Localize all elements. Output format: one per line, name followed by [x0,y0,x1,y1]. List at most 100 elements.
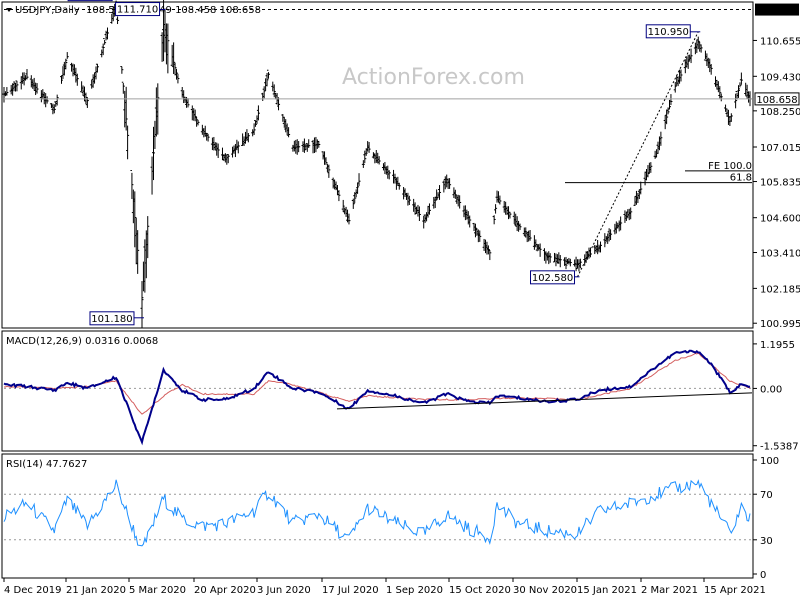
last-price-badge-bg [754,92,800,106]
fib-fe100-label: FE 100.0 [708,161,752,172]
ohlc-bar [739,72,743,85]
price-label-text: 112.220 [69,0,110,1]
trend-line [577,31,699,278]
ohlc-bar [578,258,582,269]
ohlc-bar [126,125,130,160]
ohlc-bar [156,83,160,135]
macd-axis-tick-label: 1.1955 [760,340,795,351]
x-axis: 4 Dec 2019 21 Jan 2020 5 Mar 2020 20 Apr 20… [3,578,766,596]
x-axis-tick-label: 15 Oct 2020 [449,585,511,596]
price-label-text: 110.950 [648,27,689,38]
ohlc-bar [729,113,733,122]
rsi-plot: 100 70 30 0 [3,456,779,581]
ohlc-bar [124,86,128,131]
macd-axis-tick-label: 0.00 [760,384,782,395]
ohlc-bar [262,86,266,99]
price-axis-tick-label: 104.600 [760,214,800,225]
x-axis-tick-label: 5 Mar 2020 [129,585,186,596]
ohlc-bar [734,93,738,109]
dropdown-arrow-icon[interactable] [6,8,12,12]
ohlc-bar [528,230,532,241]
ohlc-bar [121,81,125,94]
x-axis-tick-label: 21 Jan 2020 [66,585,126,596]
ohlc-bar [738,82,742,90]
symbol-label: USDJPY,Daily [15,5,80,16]
ohlc-bar [363,150,367,164]
ohlc-bar [659,131,663,146]
ohlc-bar [265,73,269,87]
ohlc-bar [105,27,109,40]
ohlc-bar [377,156,381,165]
ohlc-bar [277,97,281,111]
ohlc-bar [196,119,200,126]
ohlc-bar [357,173,361,186]
rsi-line [3,479,751,547]
ohlc-bar [518,223,522,231]
price-label-box [67,0,113,2]
ohlc-bar [140,281,144,328]
ohlc-bar [699,44,703,53]
ohlc-bar [669,94,673,106]
ohlc-bar [206,133,210,142]
macd-trendline [336,392,753,410]
ohlc-bar [458,195,462,209]
ohlc-bar [599,241,603,253]
price-axis-tick-label: 108.250 [760,107,800,118]
price-axis: 110.655 109.430 108.250 107.015 105.835 104.6… [753,3,800,330]
resistance-badge-bg [755,3,799,16]
macd-signal-line [3,351,751,415]
ohlc-readout: 108.560 109.049 108.458 108.658 [86,5,261,16]
ohlc-bar [709,64,713,75]
ohlc-bar [639,181,643,195]
ohlc-bar [176,73,180,84]
ohlc-bar [387,170,391,180]
ohlc-bar [173,62,177,76]
last-price-badge-text: 108.658 [756,95,797,106]
price-label-text: 101.180 [91,314,132,325]
x-axis-tick-label: 3 Jun 2020 [257,585,311,596]
ohlc-bar [297,141,301,153]
ohlc-bar [146,216,150,259]
price-label-text: 102.580 [532,273,573,284]
ohlc-bar [351,198,355,209]
ohlc-bar [45,96,49,104]
ohlc-bar [75,73,79,86]
ohlc-bar [174,68,178,80]
ohlc-bar [287,127,291,138]
ohlc-bar [417,206,421,222]
ohlc-bar [629,207,633,220]
ohlc-bar [568,258,572,267]
price-axis-tick-label: 102.185 [760,284,800,295]
ohlc-bar [341,199,345,213]
ohlc-bar [478,230,482,242]
price-label-text: 111.710 [117,5,158,16]
ohlc-bar [337,190,341,202]
macd-plot: 1.1955 0.00 -1.5387 [3,340,799,453]
price-axis-tick-label: 103.410 [760,249,800,260]
ohlc-bar [186,98,190,108]
ohlc-bar [95,63,99,73]
resistance-badge: 111.710 [755,3,799,17]
rsi-axis-tick-label: 0 [760,570,766,581]
rsi-axis-tick-label: 30 [760,536,773,547]
ohlc-bar [558,255,562,268]
macd-axis-tick-label: -1.5387 [760,442,799,453]
ohlc-bar [252,123,256,135]
ohlc-bar [65,52,69,61]
ohlc-bar [689,48,693,64]
price-overlays: FE 100.061.8 112.220 111.710 101.180 102.580… [4,0,752,326]
ohlc-bar [226,153,230,164]
x-axis-tick-label: 17 Jul 2020 [322,585,379,596]
x-axis-tick-label: 1 Sep 2020 [386,585,443,596]
ohlc-bar [103,38,107,45]
x-axis-tick-label: 30 Nov 2020 [513,585,577,596]
price-axis-tick-label: 105.835 [760,178,800,189]
price-axis-tick-label: 107.015 [760,143,800,154]
ohlc-bar [166,23,170,74]
ohlc-bar [492,215,496,225]
ohlc-bar [52,104,56,114]
ohlc-bar [494,204,498,214]
price-panel-frame [1,1,754,329]
